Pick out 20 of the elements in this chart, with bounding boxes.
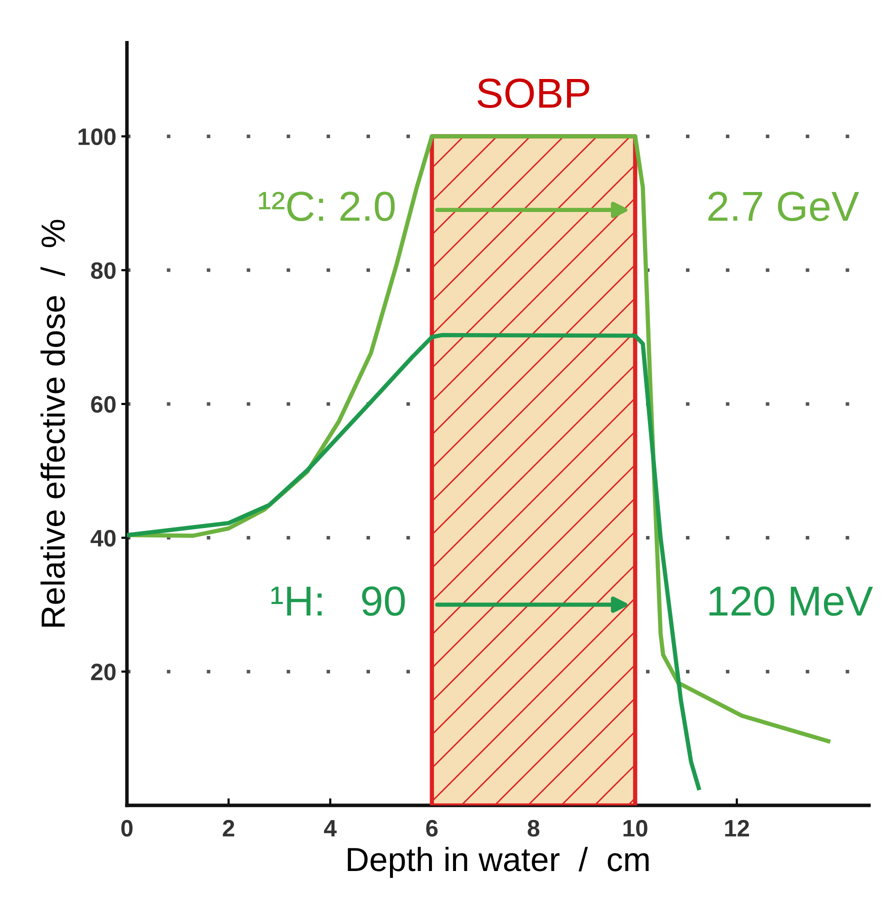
line-series [126, 332, 701, 790]
y-tick-label: 40 [90, 530, 116, 547]
annotation: ¹H: 90 [271, 586, 405, 616]
x-axis-title: Depth in water / cm [348, 846, 649, 878]
y-tick-label: 60 [91, 396, 116, 413]
y-tick-label: 20 [91, 664, 116, 680]
y-tick-label: 80 [91, 262, 116, 279]
y-tick-label: 100 [78, 128, 116, 146]
x-tick-label: 2 [222, 820, 234, 836]
x-tick-label: 12 [725, 820, 750, 836]
x-tick-label: 4 [324, 820, 337, 836]
x-tick-label: 8 [528, 820, 540, 837]
x-tick-label: 10 [624, 820, 648, 837]
annotation: ¹²C: 2.0 [259, 192, 395, 222]
x-tick-label: 6 [426, 820, 438, 837]
annotation: 120 MeV [710, 586, 873, 616]
x-tick-label: 0 [121, 820, 133, 837]
y-axis-title: Relative effective dose / % [40, 220, 65, 627]
band-label: SOBP [478, 78, 590, 108]
annotation: 2.7 GeV [708, 192, 860, 222]
